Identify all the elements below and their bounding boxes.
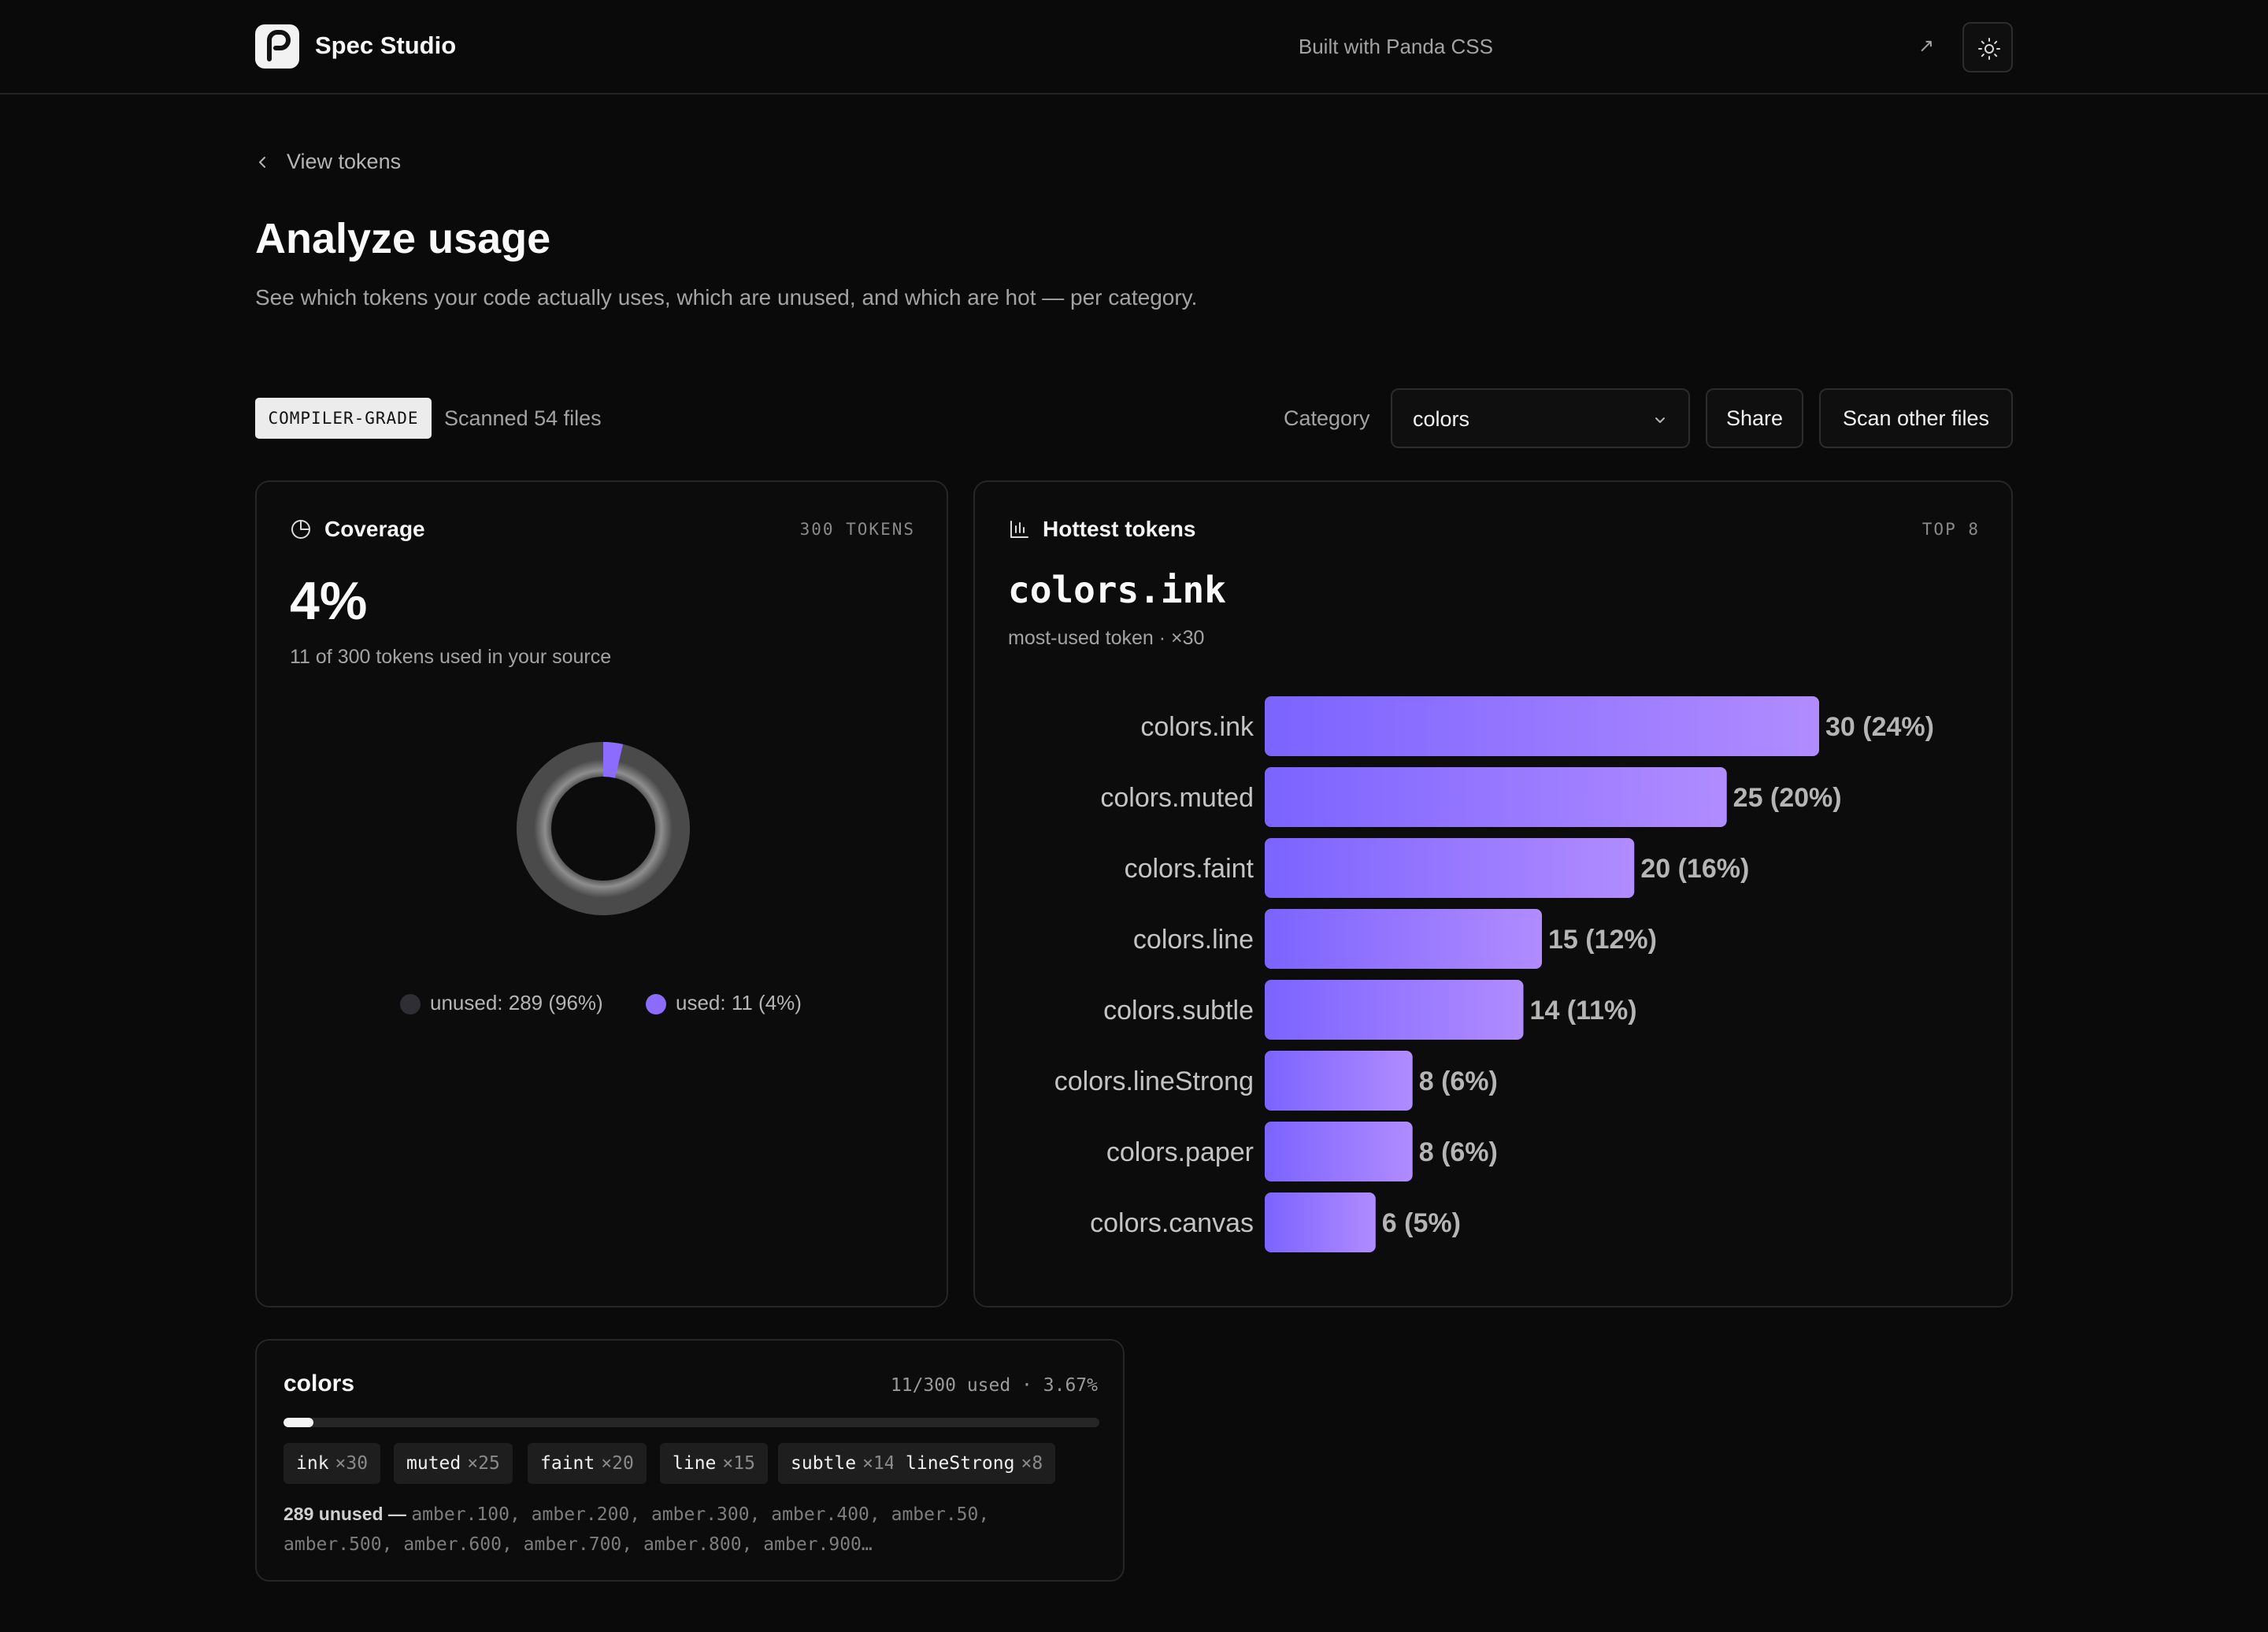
bar-value-label: 15 (12%)	[1548, 925, 1657, 955]
token-chip[interactable]: muted ×25	[394, 1443, 513, 1484]
unused-tokens-summary: 289 unused — amber.100, amber.200, amber…	[284, 1500, 1102, 1560]
coverage-percent: 4%	[290, 571, 368, 631]
token-chip-count: ×30	[335, 1453, 369, 1474]
token-chip-name: subtle	[791, 1453, 857, 1474]
bar-category-label: colors.lineStrong	[1054, 1066, 1254, 1096]
scanned-files-count: Scanned 54 files	[444, 406, 602, 430]
pie-chart-icon	[291, 520, 310, 539]
category-select[interactable]: colors	[1391, 388, 1690, 448]
legend-used: used: 11 (4%)	[676, 991, 802, 1014]
scan-other-files-button[interactable]: Scan other files	[1819, 388, 2013, 448]
category-usage-progress	[284, 1418, 1099, 1427]
token-chip[interactable]: subtle ×14	[778, 1443, 908, 1484]
unused-legend-dot	[400, 994, 421, 1014]
legend-unused: unused: 289 (96%)	[430, 991, 603, 1014]
token-chip-name: muted	[406, 1453, 461, 1474]
token-chip-count: ×20	[601, 1453, 634, 1474]
token-chip-name: faint	[540, 1453, 595, 1474]
token-chip-count: ×14	[862, 1453, 895, 1474]
hottest-tokens-bar-chart: colors.ink 30 (24%) colors.muted 25 (20%) co…	[1054, 696, 1934, 1252]
bar	[1265, 838, 1635, 898]
token-chip[interactable]: ink ×30	[284, 1443, 381, 1484]
share-button[interactable]: Share	[1706, 388, 1803, 448]
hottest-title: Hottest tokens	[1043, 517, 1196, 541]
sun-icon	[1978, 38, 2000, 60]
back-link-label: View tokens	[287, 150, 402, 173]
bar	[1265, 909, 1542, 969]
token-chip-name: lineStrong	[906, 1453, 1015, 1474]
bar-value-label: 20 (16%)	[1640, 854, 1749, 884]
token-chip-count: ×8	[1021, 1453, 1043, 1474]
bar	[1265, 1192, 1376, 1252]
top-token-name: colors.ink	[1008, 569, 1226, 611]
bar	[1265, 1122, 1413, 1181]
category-colors-card: colors 11/300 used · 3.67% ink ×30 muted ×2…	[255, 1339, 1125, 1582]
bar	[1265, 980, 1524, 1040]
category-select-value: colors	[1413, 407, 1470, 431]
bar-value-label: 8 (6%)	[1419, 1066, 1498, 1096]
bar-category-label: colors.subtle	[1103, 996, 1254, 1026]
bar	[1265, 767, 1727, 827]
token-chip[interactable]: faint ×20	[528, 1443, 647, 1484]
built-with-link[interactable]: Built with Panda CSS	[1298, 35, 1493, 58]
compiler-grade-badge: COMPILER-GRADE	[255, 398, 432, 439]
donut-used-arc	[602, 742, 624, 778]
coverage-card: Coverage 300 TOKENS 4% 11 of 300 tokens …	[255, 480, 948, 1307]
coverage-title: Coverage	[324, 517, 425, 541]
category-usage-meta: 11/300 used · 3.67%	[890, 1375, 1098, 1396]
bar-category-label: colors.canvas	[1090, 1208, 1254, 1238]
token-chip-count: ×15	[722, 1453, 755, 1474]
unused-count-label: 289 unused —	[284, 1504, 406, 1524]
category-usage-progress-fill	[284, 1418, 314, 1427]
chevron-down-icon	[1655, 417, 1665, 423]
bar	[1265, 1051, 1413, 1111]
hottest-tokens-card: Hottest tokens TOP 8 colors.ink most-use…	[973, 480, 2013, 1307]
bar-value-label: 30 (24%)	[1825, 712, 1934, 742]
logo-icon	[267, 30, 291, 61]
token-chip-name: ink	[296, 1453, 329, 1474]
token-chip-name: line	[673, 1453, 717, 1474]
bar-value-label: 25 (20%)	[1733, 783, 1842, 813]
top-header: Spec Studio Built with Panda CSS ↗	[0, 0, 2268, 95]
token-chip[interactable]: line ×15	[660, 1443, 768, 1484]
top-token-subtitle: most-used token · ×30	[1008, 627, 1205, 649]
external-link-icon: ↗	[1918, 35, 1935, 57]
coverage-token-count: 300 TOKENS	[799, 520, 915, 539]
coverage-donut-chart	[517, 742, 690, 915]
bar-value-label: 6 (5%)	[1382, 1208, 1461, 1238]
bar-chart-icon	[1010, 521, 1028, 538]
page-title: Analyze usage	[255, 215, 551, 262]
app-logo[interactable]	[255, 24, 299, 69]
bar-category-label: colors.line	[1133, 925, 1254, 955]
theme-toggle-button[interactable]	[1962, 22, 2013, 72]
bar-value-label: 14 (11%)	[1530, 996, 1637, 1026]
donut-unused-arc	[517, 742, 690, 915]
token-chip[interactable]: lineStrong ×8	[893, 1443, 1056, 1484]
chevron-left-icon	[259, 157, 265, 168]
bar-category-label: colors.muted	[1100, 783, 1254, 813]
page-subtitle: See which tokens your code actually uses…	[255, 285, 1198, 310]
used-legend-dot	[646, 994, 666, 1014]
hottest-top-count: TOP 8	[1922, 520, 1980, 539]
bar-value-label: 8 (6%)	[1419, 1137, 1498, 1167]
bar-category-label: colors.paper	[1106, 1137, 1254, 1167]
app-name: Spec Studio	[315, 32, 457, 59]
coverage-subtitle: 11 of 300 tokens used in your source	[290, 646, 612, 668]
bar-category-label: colors.ink	[1140, 712, 1254, 742]
category-name: colors	[284, 1371, 355, 1396]
token-chip-count: ×25	[467, 1453, 500, 1474]
unused-token-list: amber.100, amber.200, amber.300, amber.4…	[284, 1504, 990, 1555]
bar-category-label: colors.faint	[1125, 854, 1254, 884]
category-label: Category	[1284, 406, 1370, 430]
bar	[1265, 696, 1819, 756]
